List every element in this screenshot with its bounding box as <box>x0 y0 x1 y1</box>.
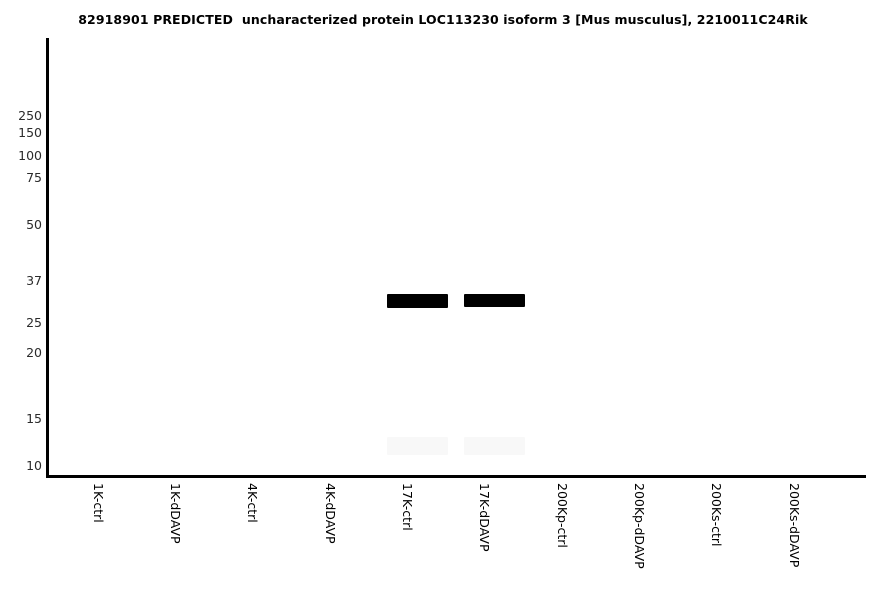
y-tick-label: 100 <box>18 148 42 163</box>
x-tick-label-200kp-ctrl: 200Kp-ctrl <box>555 483 570 548</box>
x-tick-label-1k-ctrl: 1K-ctrl <box>91 483 106 523</box>
band-17K-ctrl-12kda <box>387 437 448 455</box>
y-tick-label: 150 <box>18 125 42 140</box>
x-tick-label-200ks-ddavp: 200Ks-dDAVP <box>787 483 802 568</box>
x-tick-label-200ks-ctrl: 200Ks-ctrl <box>709 483 724 547</box>
band-17K-ctrl-30kda <box>387 294 448 308</box>
x-tick-label-17k-ddavp: 17K-dDAVP <box>477 483 492 552</box>
y-tick-label: 15 <box>26 411 42 426</box>
y-tick-label: 250 <box>18 108 42 123</box>
x-tick-label-4k-ctrl: 4K-ctrl <box>245 483 260 523</box>
y-tick-label: 75 <box>26 170 42 185</box>
y-tick-label: 25 <box>26 315 42 330</box>
x-tick-label-200kp-ddavp: 200Kp-dDAVP <box>632 483 647 569</box>
y-axis-tick-labels: 250 150 100 75 50 37 25 20 15 10 <box>0 0 42 595</box>
page-title: 82918901 PREDICTED uncharacterized prote… <box>78 12 808 27</box>
y-tick-label: 20 <box>26 345 42 360</box>
y-tick-label: 50 <box>26 217 42 232</box>
plot-area <box>49 38 866 475</box>
x-tick-label-17k-ctrl: 17K-ctrl <box>400 483 415 531</box>
y-tick-label: 10 <box>26 458 42 473</box>
band-17K-dDAVP-12kda <box>464 437 525 455</box>
x-axis-spine <box>46 475 866 478</box>
band-17K-dDAVP-30kda <box>464 294 525 307</box>
x-tick-label-1k-ddavp: 1K-dDAVP <box>168 483 183 544</box>
y-tick-label: 37 <box>26 273 42 288</box>
x-tick-label-4k-ddavp: 4K-dDAVP <box>323 483 338 544</box>
y-axis-spine <box>46 38 49 478</box>
